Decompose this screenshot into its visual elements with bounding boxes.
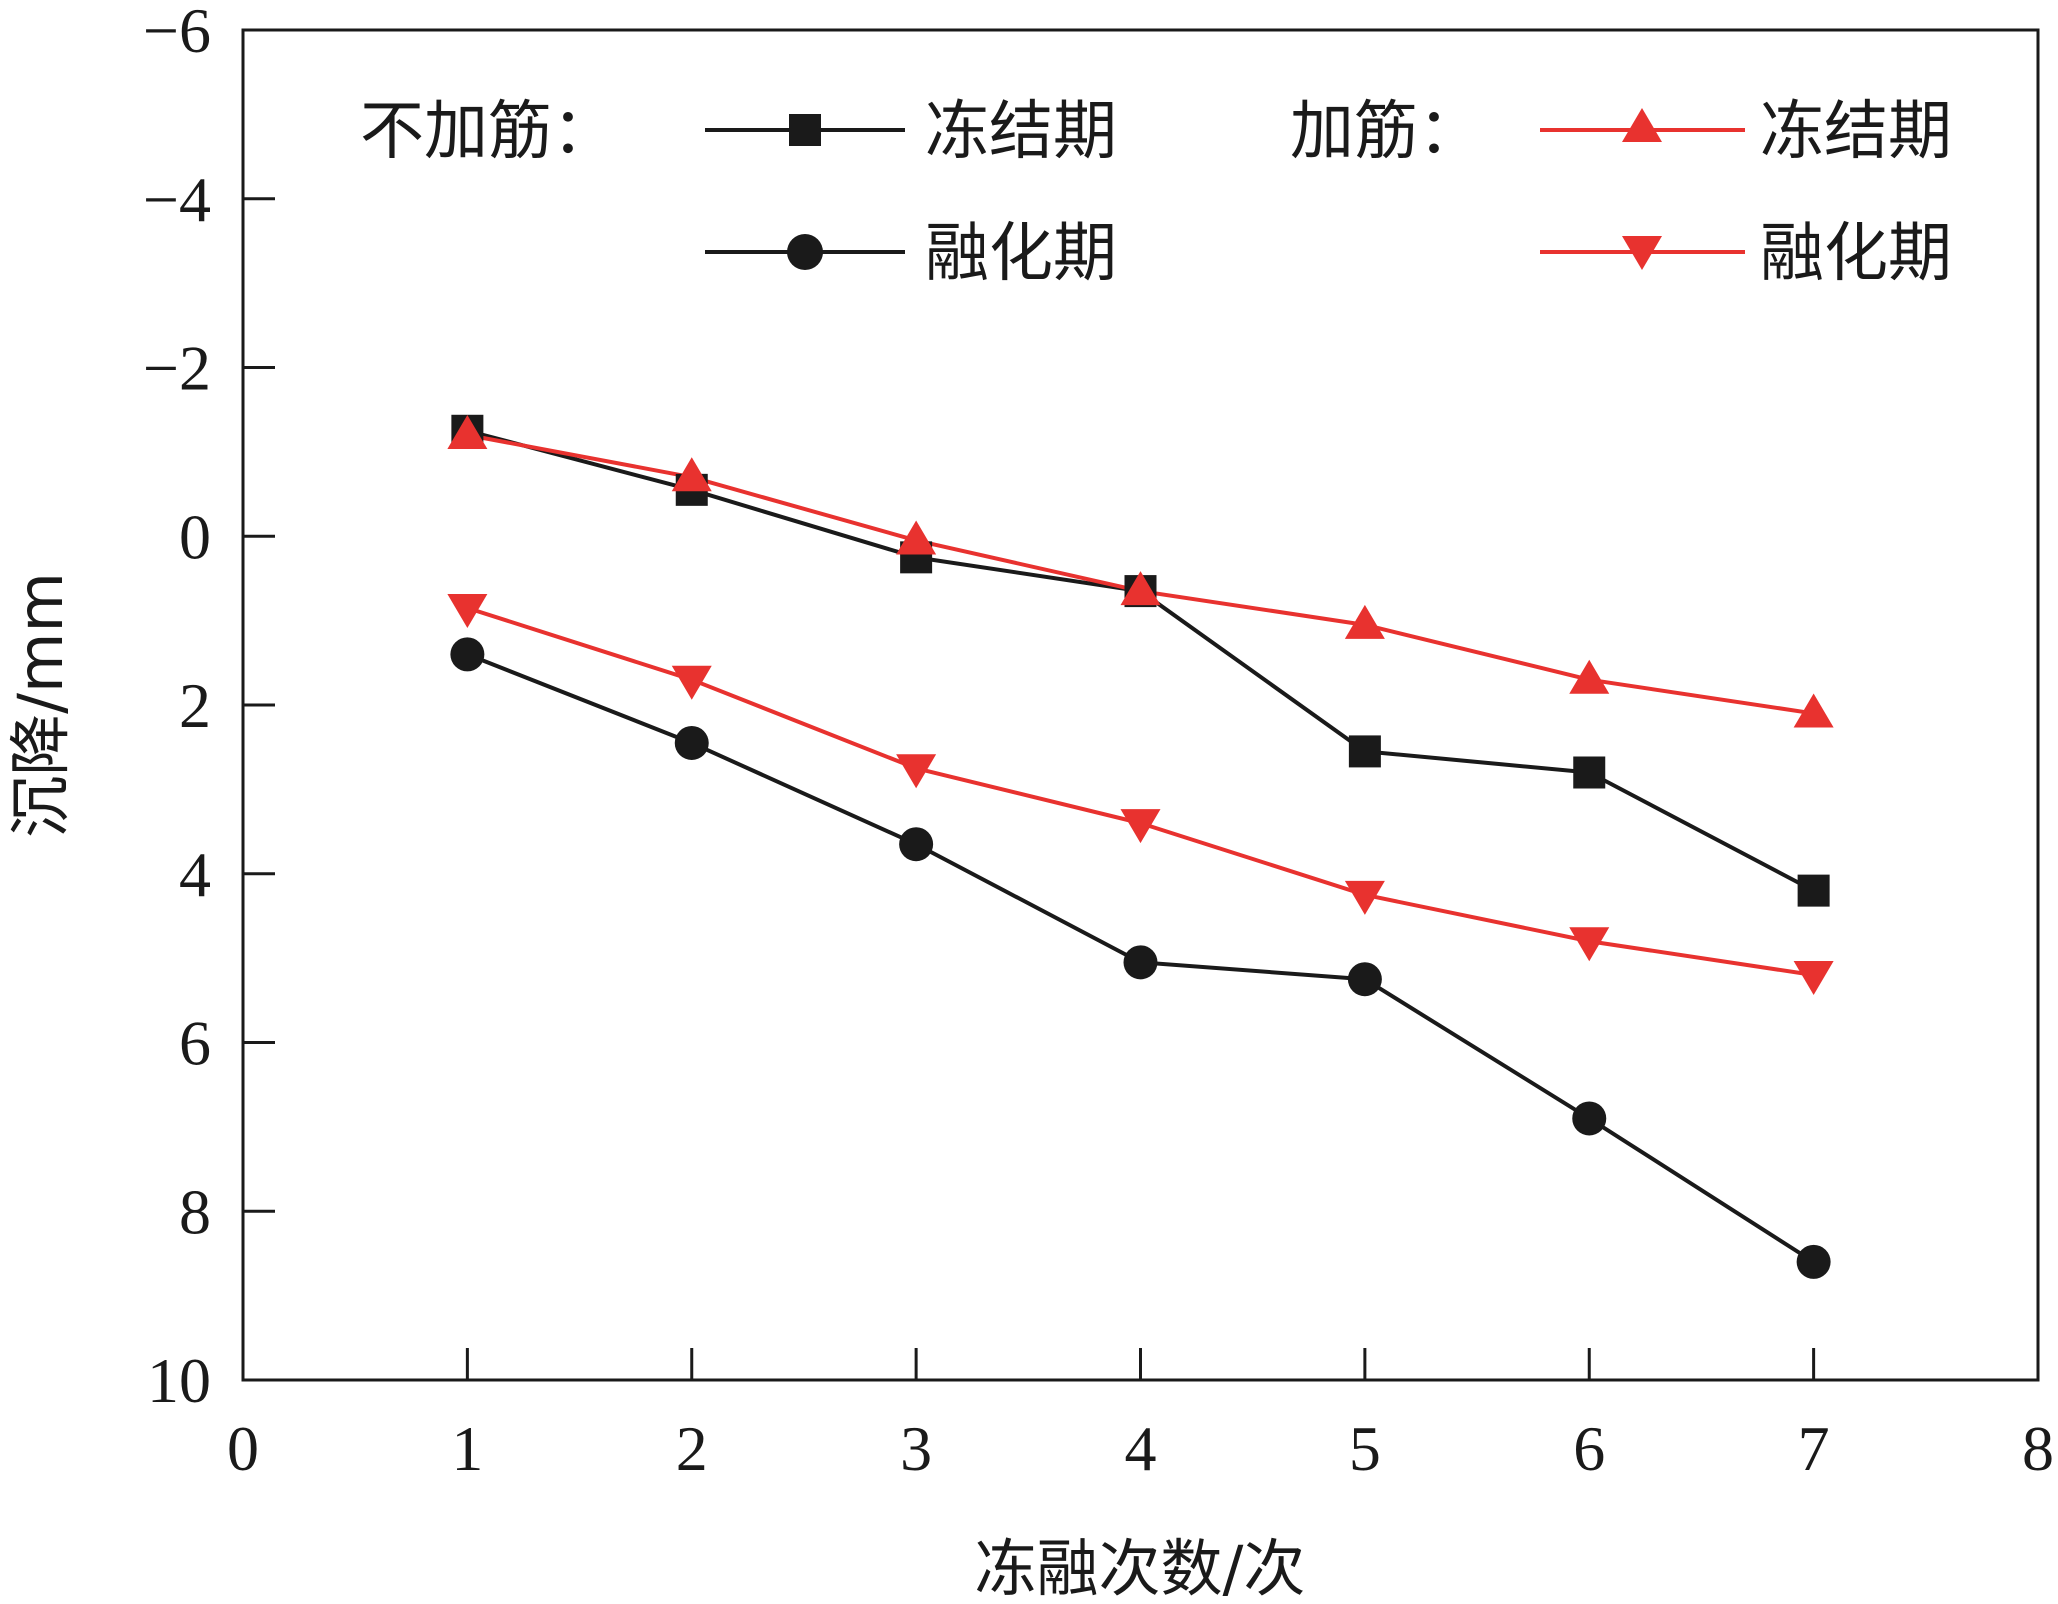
- data-point-triangle-up: [1793, 693, 1834, 728]
- data-point-triangle-up: [447, 415, 488, 449]
- x-tick-label: 3: [900, 1413, 932, 1484]
- y-tick-label: 2: [179, 670, 211, 741]
- legend: 不加筋： 加筋： 冻结期 融化期 冻结期 融化期: [360, 95, 1952, 291]
- x-tick-label: 8: [2022, 1413, 2054, 1484]
- data-point-triangle-down: [1120, 809, 1161, 844]
- data-point-triangle-down: [671, 665, 712, 700]
- legend-label-unreinforced-freeze: 冻结期: [925, 95, 1117, 169]
- legend-group-unreinforced: 不加筋：: [360, 95, 616, 169]
- legend-marker-square: [789, 114, 821, 146]
- x-axis-label: 冻融次数/次: [975, 1532, 1306, 1604]
- x-tick-label: 4: [1125, 1413, 1157, 1484]
- legend-label-unreinforced-thaw: 融化期: [925, 217, 1117, 291]
- x-tick-label: 2: [676, 1413, 708, 1484]
- data-point-triangle-up: [671, 457, 712, 492]
- data-point-triangle-down: [1344, 880, 1385, 915]
- data-point-triangle-down: [1793, 961, 1834, 995]
- data-point-triangle-down: [447, 593, 488, 628]
- y-tick-label: 0: [179, 501, 211, 572]
- legend-label-reinforced-freeze: 冻结期: [1760, 95, 1952, 169]
- data-point-circle: [1347, 962, 1382, 997]
- series-layer: [447, 414, 1834, 1279]
- y-tick-label: 4: [179, 839, 211, 910]
- x-axis-ticks: 0 1 2 3 4 5 6 7 8: [227, 1348, 2054, 1484]
- data-point-circle: [1796, 1244, 1831, 1279]
- legend-marker-triangle-down: [1622, 236, 1662, 270]
- y-tick-label: 6: [179, 1008, 211, 1079]
- y-tick-label: −2: [143, 333, 211, 404]
- data-point-circle: [899, 827, 934, 862]
- y-tick-label: −6: [143, 0, 211, 66]
- data-point-square: [1348, 735, 1381, 768]
- data-point-circle: [1123, 945, 1158, 980]
- x-tick-label: 0: [227, 1413, 259, 1484]
- x-tick-label: 7: [1798, 1413, 1830, 1484]
- x-tick-label: 5: [1349, 1413, 1381, 1484]
- data-point-triangle-down: [896, 754, 937, 789]
- y-axis-label: 沉降/mm: [4, 572, 77, 838]
- data-point-square: [1573, 756, 1606, 789]
- y-tick-label: 10: [147, 1345, 211, 1416]
- y-tick-label: 8: [179, 1176, 211, 1247]
- data-point-triangle-up: [1344, 604, 1385, 639]
- legend-group-reinforced: 加筋：: [1290, 95, 1482, 169]
- data-point-circle: [674, 725, 709, 760]
- data-point-triangle-up: [1120, 571, 1161, 606]
- data-point-triangle-up: [1569, 659, 1610, 694]
- legend-marker-triangle-up: [1622, 108, 1662, 142]
- legend-label-reinforced-thaw: 融化期: [1760, 217, 1952, 291]
- y-tick-label: −4: [143, 164, 211, 235]
- y-axis-ticks: −6 −4 −2 0 2 4 6 8 10: [143, 0, 275, 1416]
- x-tick-label: 1: [451, 1413, 483, 1484]
- series-line-3: [466, 606, 1814, 977]
- data-point-circle: [450, 637, 485, 672]
- data-point-triangle-up: [896, 520, 937, 555]
- legend-marker-circle: [787, 234, 823, 270]
- data-point-square: [1797, 874, 1830, 907]
- x-tick-label: 6: [1573, 1413, 1605, 1484]
- data-point-triangle-down: [1569, 927, 1610, 962]
- data-point-circle: [1572, 1101, 1607, 1136]
